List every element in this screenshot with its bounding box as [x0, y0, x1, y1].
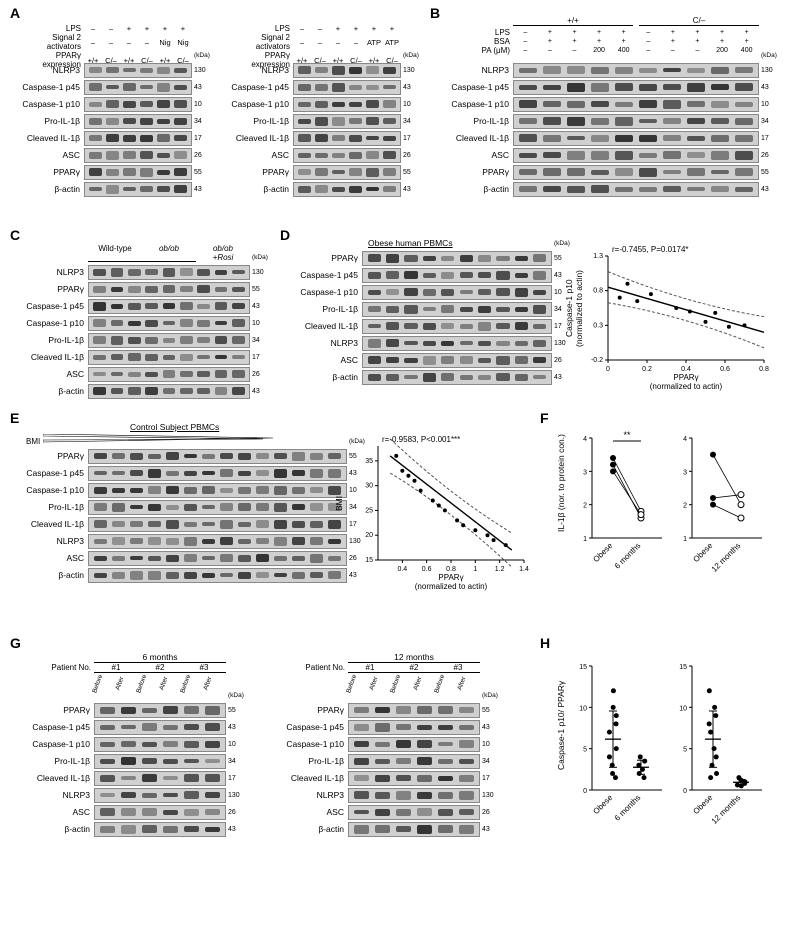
panel-b-blots: NLRP3130Caspase-1 p4543Caspase-1 p1010Pr…: [445, 62, 777, 198]
svg-text:2: 2: [583, 503, 587, 510]
panel-label-d: D: [280, 227, 290, 243]
svg-text:2: 2: [683, 503, 687, 510]
panel-label-b: B: [430, 5, 440, 21]
svg-text:0.6: 0.6: [422, 566, 432, 573]
panel-d-title: Obese human PBMCs: [368, 238, 453, 248]
svg-text:1.4: 1.4: [519, 566, 529, 573]
svg-text:1: 1: [583, 536, 587, 543]
svg-text:0.4: 0.4: [681, 366, 691, 373]
svg-text:PPARγ: PPARγ: [438, 573, 463, 582]
svg-text:0: 0: [606, 366, 610, 373]
svg-text:0: 0: [683, 788, 687, 795]
panel-g-left-blots: PPARγ55Caspase-1 p4543Caspase-1 p1010Pro…: [26, 702, 244, 838]
panel-h-plots: Caspase-1 p10/ PPARγ051015Obese6 months0…: [556, 660, 766, 832]
svg-text:PPARγ: PPARγ: [673, 373, 698, 382]
panel-label-a: A: [10, 5, 20, 21]
svg-text:12 months: 12 months: [710, 541, 743, 574]
svg-text:10: 10: [679, 705, 687, 712]
svg-text:Obese: Obese: [591, 793, 614, 816]
panel-c-header: Wild-typeob/obob/ob+Rosi: [20, 244, 250, 262]
svg-text:1: 1: [683, 536, 687, 543]
svg-text:0.3: 0.3: [593, 322, 603, 329]
svg-text:30: 30: [365, 483, 373, 490]
svg-text:Obese: Obese: [691, 793, 714, 816]
panel-a-left-blots: NLRP3130Caspase-1 p4543Caspase-1 p1010Pr…: [16, 62, 210, 198]
svg-text:(normalized to actin): (normalized to actin): [415, 582, 488, 591]
svg-text:0.2: 0.2: [642, 366, 652, 373]
panel-g-right-header: 12 monthsPatient No.#1#2#3BeforeAfterBef…: [280, 652, 480, 699]
panel-label-e: E: [10, 410, 19, 426]
svg-text:25: 25: [365, 507, 373, 514]
svg-text:20: 20: [365, 532, 373, 539]
panel-label-c: C: [10, 227, 20, 243]
svg-text:1: 1: [473, 566, 477, 573]
svg-text:15: 15: [579, 664, 587, 671]
svg-text:r=-0.7455, P=0.0174*: r=-0.7455, P=0.0174*: [612, 245, 689, 254]
svg-text:4: 4: [683, 436, 687, 443]
panel-e-title: Control Subject PBMCs: [130, 422, 219, 432]
panel-b-header: +/+C/–LPS–++++–++++BSA–++++–++++PA (μM)–…: [445, 16, 759, 55]
panel-label-g: G: [10, 635, 21, 651]
svg-text:**: **: [623, 430, 631, 440]
panel-e-bmi-arrow: BMI: [26, 434, 273, 446]
panel-c-blots: NLRP3130PPARγ55Caspase-1 p4543Caspase-1 …: [20, 264, 268, 400]
svg-text:(normalized to actin): (normalized to actin): [650, 382, 723, 391]
panel-g-right-blots: PPARγ55Caspase-1 p4543Caspase-1 p1010Pro…: [280, 702, 498, 838]
panel-label-h: H: [540, 635, 550, 651]
svg-text:Obese: Obese: [691, 541, 714, 564]
panel-label-f: F: [540, 410, 549, 426]
panel-e-blots: PPARγ55Caspase-1 p4543Caspase-1 p1010Pro…: [20, 448, 365, 584]
svg-text:4: 4: [583, 436, 587, 443]
svg-text:15: 15: [365, 557, 373, 564]
svg-text:0: 0: [583, 788, 587, 795]
svg-text:35: 35: [365, 458, 373, 465]
svg-text:1.3: 1.3: [593, 253, 603, 260]
svg-text:6 months: 6 months: [613, 541, 643, 571]
panel-f-plots: IL-1β (nor. to protein con.)1234**Obese6…: [556, 428, 766, 580]
svg-text:0.8: 0.8: [593, 288, 603, 295]
panel-d-scatter: Caspase-1 p10(normalized to actin)r=-0.7…: [570, 242, 770, 394]
svg-text:3: 3: [683, 469, 687, 476]
svg-text:5: 5: [683, 747, 687, 754]
panel-a-right-blots: NLRP3130Caspase-1 p4543Caspase-1 p1010Pr…: [225, 62, 419, 198]
svg-text:Obese: Obese: [591, 541, 614, 564]
svg-text:0.6: 0.6: [720, 366, 730, 373]
panel-d-blots: PPARγ55Caspase-1 p4543Caspase-1 p1010Pro…: [294, 250, 570, 386]
svg-text:15: 15: [679, 664, 687, 671]
svg-text:6 months: 6 months: [613, 793, 643, 823]
svg-text:3: 3: [583, 469, 587, 476]
svg-text:-0.2: -0.2: [591, 357, 603, 364]
panel-g-left-header: 6 monthsPatient No.#1#2#3BeforeAfterBefo…: [26, 652, 226, 699]
svg-text:1.2: 1.2: [495, 566, 505, 573]
svg-text:0.4: 0.4: [397, 566, 407, 573]
svg-text:5: 5: [583, 747, 587, 754]
svg-text:12 months: 12 months: [710, 793, 743, 826]
svg-text:10: 10: [579, 705, 587, 712]
panel-e-scatter: BMIr=-0.9583, P<0.001***0.40.60.811.21.4…: [340, 432, 530, 594]
svg-text:0.8: 0.8: [446, 566, 456, 573]
svg-text:0.8: 0.8: [759, 366, 769, 373]
